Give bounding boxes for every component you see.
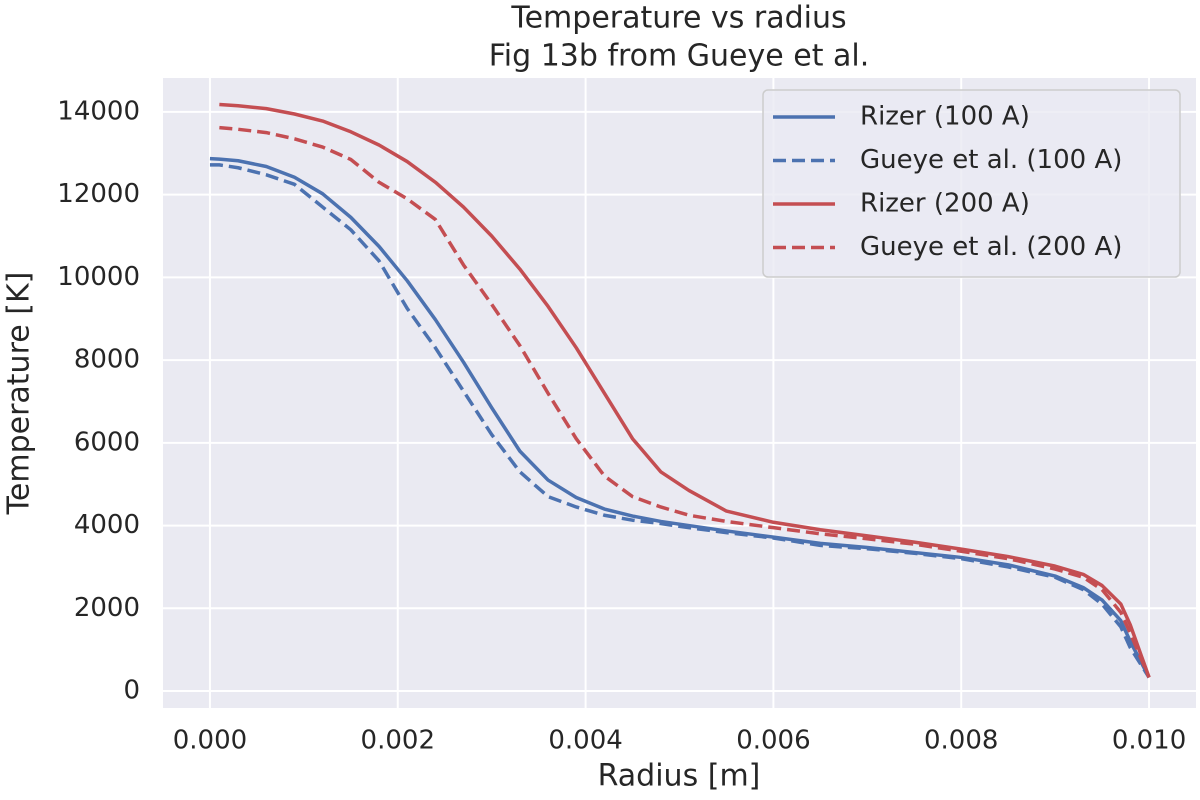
legend: Rizer (100 A) Gueye et al. (100 A) Rizer (…: [762, 89, 1181, 278]
x-tick-label: 0.006: [736, 726, 810, 756]
series-line: [219, 102, 1151, 678]
y-tick-label: 2000: [74, 593, 140, 623]
x-tick-label: 0.010: [1112, 726, 1186, 756]
y-tick-label: 14000: [57, 96, 140, 126]
series-line: [219, 125, 1151, 679]
grid: [163, 78, 1196, 708]
y-tick-label: 8000: [74, 345, 140, 375]
y-tick-label: 10000: [57, 262, 140, 292]
legend-box: [762, 89, 1181, 278]
legend-label: Gueye et al. (200 A): [860, 232, 1122, 262]
series-line: [209, 163, 1151, 679]
x-tick-label: 0.004: [548, 726, 622, 756]
y-tick-label: 4000: [74, 510, 140, 540]
y-tick-label: 12000: [57, 179, 140, 209]
x-tick-label: 0.008: [924, 726, 998, 756]
legend-label: Rizer (200 A): [860, 189, 1030, 219]
x-tick-label: 0.000: [173, 726, 247, 756]
y-tick-label: 0: [123, 676, 140, 706]
x-tick-label: 0.002: [361, 726, 435, 756]
chart-title: Temperature vs radius: [510, 1, 846, 36]
legend-label: Rizer (100 A): [860, 102, 1030, 132]
x-axis-label: Radius [m]: [598, 759, 761, 794]
lines: [209, 102, 1151, 679]
y-tick-label: 6000: [74, 427, 140, 457]
legend-label: Gueye et al. (100 A): [860, 145, 1122, 175]
chart-subtitle: Fig 13b from Gueye et al.: [489, 39, 870, 74]
y-axis-label: Temperature [K]: [2, 272, 37, 516]
